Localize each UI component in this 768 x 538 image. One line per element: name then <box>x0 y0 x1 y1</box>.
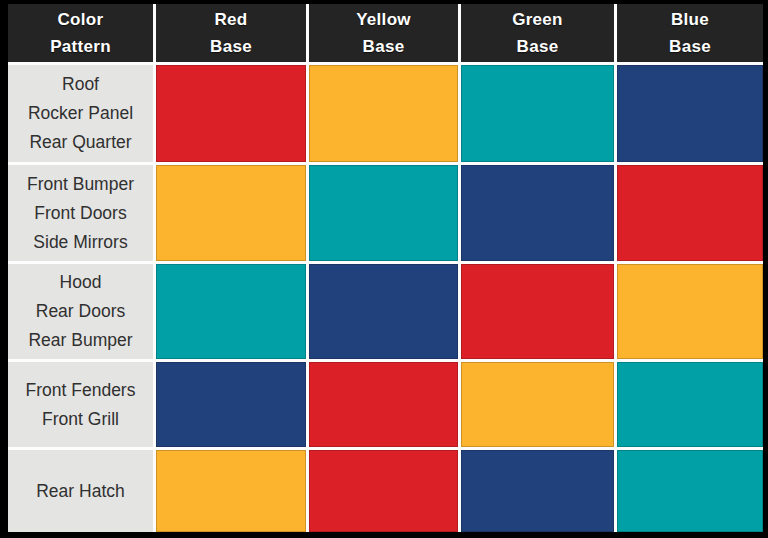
column-header-blue-base: Blue Base <box>617 4 763 62</box>
pattern-cell: Front Fenders Front Grill <box>8 362 153 447</box>
color-swatch <box>617 362 763 447</box>
header-line: Red <box>214 6 247 33</box>
color-swatch <box>309 65 458 162</box>
column-header-red-base: Red Base <box>156 4 306 62</box>
color-swatch <box>156 362 306 447</box>
color-swatch <box>461 264 614 359</box>
header-line: Base <box>669 33 711 60</box>
pattern-line: Rear Doors <box>36 297 125 326</box>
pattern-cell: Front Bumper Front Doors Side Mirrors <box>8 165 153 261</box>
header-line: Blue <box>671 6 709 33</box>
pattern-line: Rear Hatch <box>36 477 125 506</box>
color-swatch <box>156 165 306 261</box>
header-line: Base <box>517 33 559 60</box>
column-header-yellow-base: Yellow Base <box>309 4 458 62</box>
pattern-line: Front Fenders <box>26 376 136 405</box>
pattern-line: Rear Bumper <box>28 326 132 355</box>
color-swatch <box>309 165 458 261</box>
pattern-line: Hood <box>60 268 102 297</box>
color-swatch <box>617 165 763 261</box>
header-line: Pattern <box>50 33 111 60</box>
pattern-cell: Roof Rocker Panel Rear Quarter <box>8 65 153 162</box>
color-pattern-grid: Color Pattern Red Base Yellow Base Green… <box>8 4 763 532</box>
pattern-cell: Hood Rear Doors Rear Bumper <box>8 264 153 359</box>
header-line: Yellow <box>356 6 411 33</box>
header-line: Green <box>512 6 563 33</box>
color-pattern-figure: Color Pattern Red Base Yellow Base Green… <box>0 0 768 538</box>
pattern-line: Front Grill <box>42 405 119 434</box>
header-line: Base <box>363 33 405 60</box>
color-swatch <box>461 165 614 261</box>
color-swatch <box>617 65 763 162</box>
pattern-line: Front Bumper <box>27 170 134 199</box>
color-swatch <box>309 362 458 447</box>
pattern-line: Roof <box>62 70 99 99</box>
header-line: Base <box>210 33 252 60</box>
color-swatch <box>156 450 306 532</box>
color-swatch <box>617 264 763 359</box>
color-swatch <box>461 65 614 162</box>
pattern-cell: Rear Hatch <box>8 450 153 532</box>
pattern-line: Side Mirrors <box>33 228 127 257</box>
color-swatch <box>617 450 763 532</box>
column-header-color-pattern: Color Pattern <box>8 4 153 62</box>
color-swatch <box>461 450 614 532</box>
pattern-line: Rocker Panel <box>28 99 133 128</box>
color-swatch <box>309 264 458 359</box>
pattern-line: Rear Quarter <box>29 128 131 157</box>
color-swatch <box>309 450 458 532</box>
color-swatch <box>156 264 306 359</box>
pattern-line: Front Doors <box>34 199 126 228</box>
color-swatch <box>156 65 306 162</box>
header-line: Color <box>58 6 104 33</box>
color-swatch <box>461 362 614 447</box>
column-header-green-base: Green Base <box>461 4 614 62</box>
